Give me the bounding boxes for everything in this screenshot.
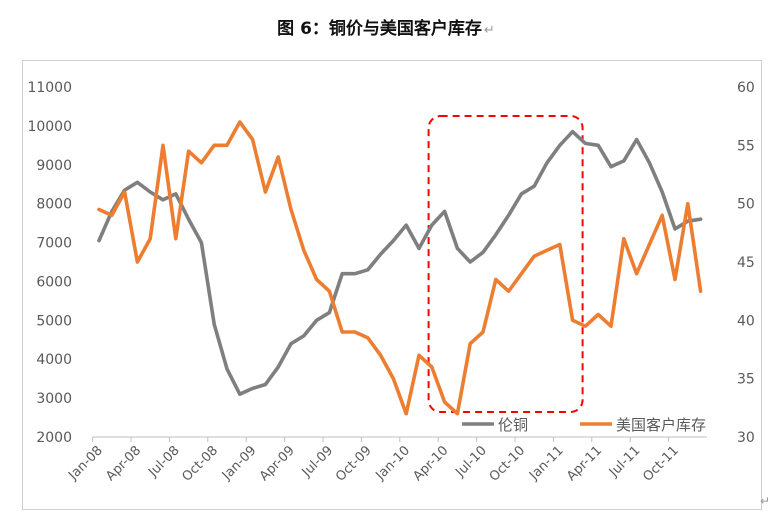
left-y-tick-label: 11000: [27, 80, 72, 96]
right-y-tick-label: 55: [737, 138, 755, 154]
right-y-tick-label: 60: [737, 80, 755, 96]
right-y-tick-label: 30: [737, 430, 755, 446]
left-y-tick-label: 2000: [36, 430, 72, 446]
x-tick-label: Oct-09: [333, 443, 375, 485]
x-tick-label: Apr-11: [564, 443, 605, 484]
x-tick-label: Jan-11: [526, 443, 567, 484]
legend: 伦铜 美国客户库存: [462, 416, 706, 434]
x-tick-label: Jul-09: [299, 443, 336, 480]
x-tick-label: Jul-08: [145, 443, 182, 480]
return-mark-icon: ↵: [760, 494, 771, 508]
left-y-tick-label: 7000: [36, 236, 72, 252]
left-y-tick-label: 6000: [36, 274, 72, 290]
x-tick-label: Oct-10: [487, 443, 529, 485]
legend-label: 美国客户库存: [616, 416, 706, 434]
x-tick-label: Oct-11: [640, 443, 682, 485]
series-line-lme-copper: [97, 129, 703, 397]
highlight-box: [427, 115, 584, 413]
x-tick-label: Jul-11: [606, 443, 643, 480]
highlight-box-rect: [427, 115, 584, 413]
x-tick-label: Oct-08: [180, 443, 222, 485]
left-y-tick-label: 8000: [36, 197, 72, 213]
right-y-tick-label: 35: [737, 372, 755, 388]
chart-title-text: 图 6：铜价与美国客户库存: [277, 19, 482, 39]
right-y-tick-label: 50: [737, 197, 755, 213]
chart-frame: [22, 60, 762, 510]
x-tick-label: Apr-08: [103, 443, 144, 484]
left-y-tick-label: 4000: [36, 352, 72, 368]
series-lines: [97, 120, 703, 416]
x-tick-label: Apr-10: [410, 443, 451, 484]
right-y-tick-label: 45: [737, 255, 755, 271]
series-line-us-inventory: [97, 120, 703, 416]
x-tick-label: Jan-10: [373, 443, 414, 484]
legend-label: 伦铜: [498, 416, 528, 434]
left-y-tick-label: 9000: [36, 158, 72, 174]
x-tick-label: Jul-10: [452, 443, 489, 480]
x-tick-label: Jan-09: [219, 443, 260, 484]
return-mark-icon: ↵: [483, 23, 495, 38]
left-y-tick-label: 10000: [27, 119, 72, 135]
x-tick-label: Jan-08: [65, 443, 106, 484]
right-y-tick-label: 40: [737, 313, 755, 329]
x-tick-label: Apr-09: [257, 443, 298, 484]
left-y-tick-label: 3000: [36, 391, 72, 407]
chart-title: 图 6：铜价与美国客户库存 ↵: [0, 14, 772, 39]
left-y-tick-label: 5000: [36, 313, 72, 329]
